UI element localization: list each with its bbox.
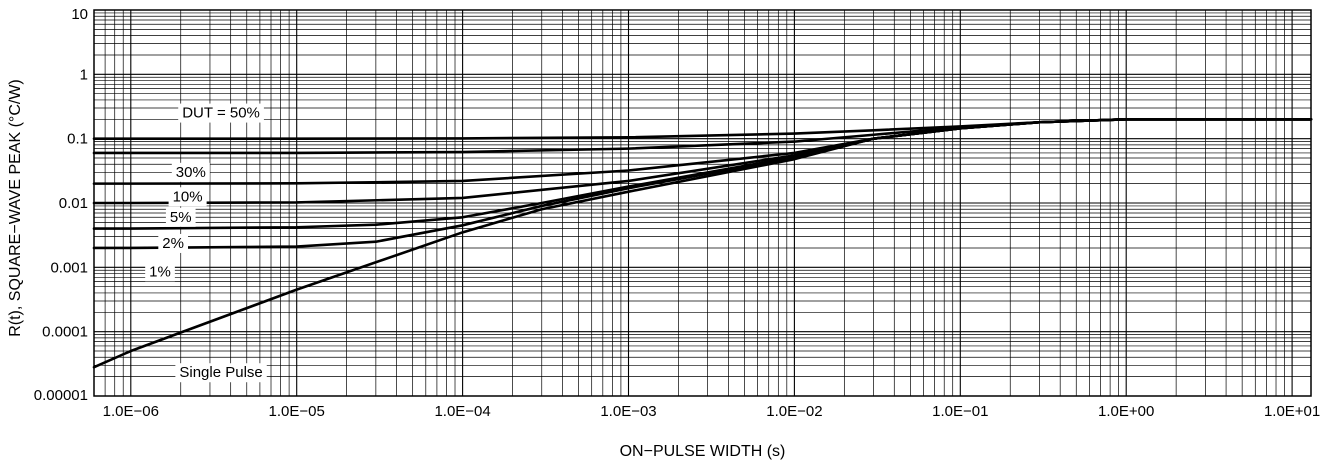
curve-label-3: 5%	[165, 207, 196, 227]
curve-label-text: 10%	[173, 188, 203, 205]
y-tick-labels: 10 1 0.1 0.01 0.001 0.0001 0.00001	[34, 6, 88, 404]
curve-label-6: Single Pulse	[175, 363, 267, 383]
x-tick-label: 1.0E−06	[103, 403, 159, 420]
x-tick-label: 1.0E+00	[1098, 403, 1154, 420]
plot-frame	[93, 9, 1312, 397]
curve-label-2: 10%	[168, 187, 207, 207]
x-tick-label: 1.0E−01	[932, 403, 988, 420]
curve-label-5: 1%	[145, 262, 175, 282]
curve-label-text: 30%	[176, 164, 206, 181]
curve-label-1: 30%	[171, 162, 210, 182]
curve-label-text: DUT = 50%	[182, 105, 260, 122]
curve-label-text: Single Pulse	[179, 364, 262, 381]
x-tick-labels: 1.0E−06 1.0E−05 1.0E−04 1.0E−03 1.0E−02 1.0E−…	[103, 403, 1321, 420]
curve-label-bg	[175, 363, 267, 383]
curve-label-0: DUT = 50%	[178, 103, 264, 123]
curve-label-bg	[145, 262, 175, 282]
y-tick-label: 10	[71, 6, 88, 23]
curves	[92, 118, 1313, 369]
curve-label-bg	[165, 207, 196, 227]
y-tick-label: 0.001	[50, 259, 88, 276]
series-curve-0	[92, 118, 1313, 140]
x-tick-label: 1.0E−03	[600, 403, 656, 420]
x-tick-label: 1.0E+01	[1264, 403, 1320, 420]
x-tick-label: 1.0E−05	[269, 403, 325, 420]
curve-label-text: 5%	[170, 209, 192, 226]
curve-label-text: 2%	[162, 235, 184, 252]
series-curve-6	[92, 118, 1313, 369]
y-axis-title: R(t), SQUARE−WAVE PEAK (°C/W)	[7, 79, 24, 337]
y-tick-label: 1	[80, 66, 88, 83]
curve-label-bg	[158, 233, 188, 253]
curve-label-4: 2%	[158, 233, 188, 253]
y-tick-label: 0.0001	[42, 324, 88, 341]
curve-label-bg	[178, 103, 264, 123]
curve-label-bg	[171, 162, 210, 182]
curve-label-bg	[168, 187, 207, 207]
curve-label-text: 1%	[149, 263, 171, 280]
series-curve-3	[92, 118, 1313, 205]
y-tick-label: 0.1	[67, 131, 88, 148]
y-tick-label: 0.00001	[34, 387, 88, 404]
curve-labels: DUT = 50% 30% 10% 5% 2% 1% Single Pulse	[145, 103, 267, 383]
x-axis-title: ON−PULSE WIDTH (s)	[620, 443, 786, 460]
x-tick-label: 1.0E−04	[434, 403, 490, 420]
x-tick-label: 1.0E−02	[766, 403, 822, 420]
y-tick-label: 0.01	[59, 195, 88, 212]
